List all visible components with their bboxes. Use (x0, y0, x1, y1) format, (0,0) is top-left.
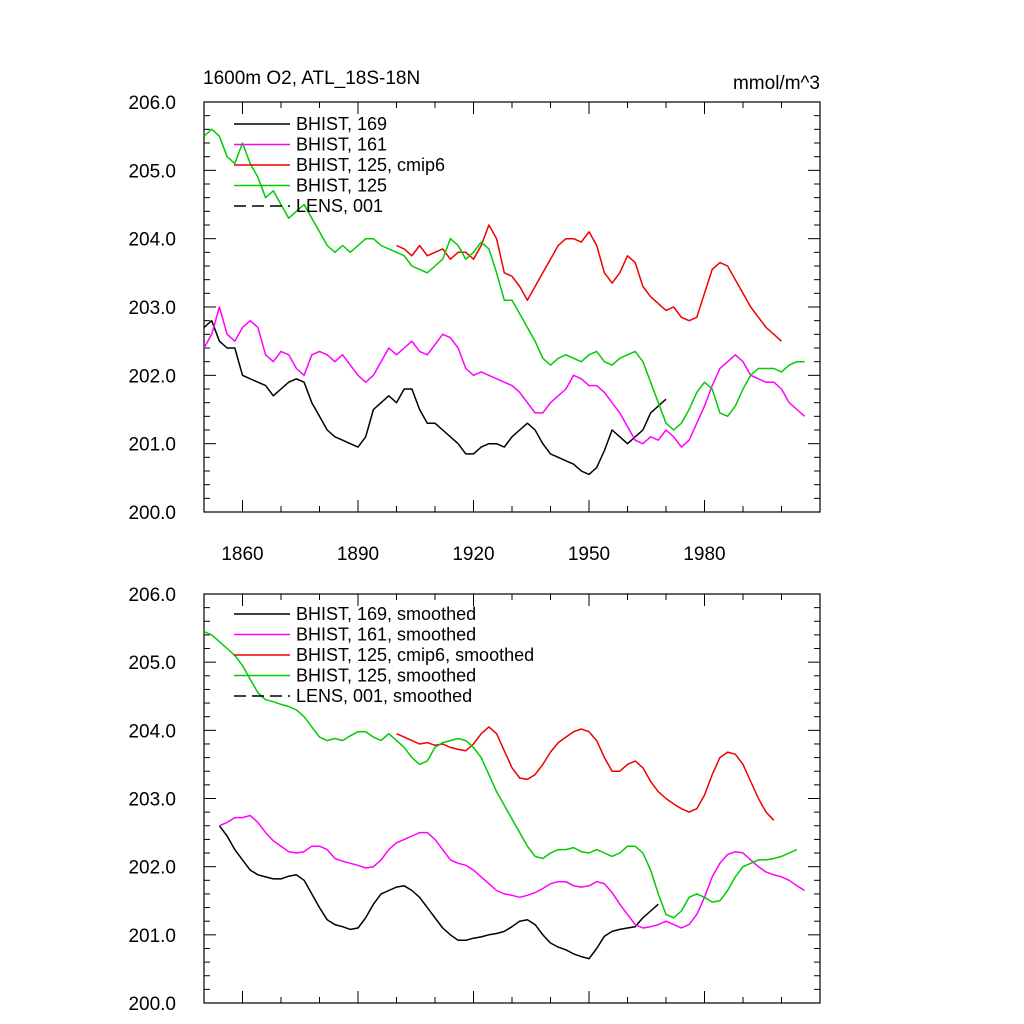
legend-label: BHIST, 161, smoothed (296, 625, 476, 645)
legend-label: BHIST, 125, cmip6 (296, 155, 445, 175)
axes-frame: 200.0 201.0 202.0 203.0 204.0 205.0 206.0 1860 1… (128, 93, 821, 565)
x-tick-label: 1950 (568, 544, 610, 565)
y-tick-label: 200.0 (128, 503, 176, 524)
series-line (203, 630, 798, 919)
y-tick-label: 200.0 (128, 994, 176, 1015)
y-tick-label: 202.0 (128, 858, 176, 879)
y-tick-label: 204.0 (128, 230, 176, 251)
y-tick-label: 202.0 (128, 366, 176, 387)
legend-label: LENS, 001 (296, 196, 383, 216)
series-line (219, 814, 805, 929)
top-panel: 1600m O2, ATL_18S-18N mmol/m^3 200.0 201.… (128, 68, 821, 565)
legend-label: LENS, 001, smoothed (296, 686, 472, 706)
series-line (218, 825, 659, 960)
legend-label: BHIST, 125, cmip6, smoothed (296, 645, 534, 665)
series-line (396, 726, 775, 821)
series-group (203, 128, 806, 476)
units-label: mmol/m^3 (733, 73, 820, 94)
legend-label: BHIST, 169, smoothed (296, 604, 476, 624)
y-tick-label: 205.0 (128, 161, 176, 182)
bottom-panel: 200.0 201.0 202.0 203.0 204.0 205.0 206.0 BHIS… (128, 585, 821, 1015)
axes-frame: 200.0 201.0 202.0 203.0 204.0 205.0 206.0 (128, 585, 821, 1015)
x-tick-label: 1980 (683, 544, 725, 565)
series-line (203, 128, 805, 431)
legend-label: BHIST, 161 (296, 135, 387, 155)
legend-label: BHIST, 125, smoothed (296, 666, 476, 686)
y-tick-label: 201.0 (128, 926, 176, 947)
y-tick-label: 205.0 (128, 653, 176, 674)
legend-label: BHIST, 169 (296, 114, 387, 134)
y-tick-label: 203.0 (128, 298, 176, 319)
y-tick-label: 203.0 (128, 790, 176, 811)
x-tick-label: 1920 (452, 544, 494, 565)
y-tick-label: 204.0 (128, 721, 176, 742)
chart-title: 1600m O2, ATL_18S-18N (203, 68, 420, 89)
y-tick-label: 206.0 (128, 585, 176, 606)
y-tick-label: 201.0 (128, 435, 176, 456)
y-tick-label: 206.0 (128, 93, 176, 114)
x-tick-label: 1860 (221, 544, 263, 565)
x-tick-label: 1890 (337, 544, 379, 565)
legend-label: BHIST, 125 (296, 176, 387, 196)
series-group (203, 630, 805, 960)
series-line (396, 224, 783, 342)
series-line (203, 319, 667, 476)
series-line (203, 306, 806, 448)
